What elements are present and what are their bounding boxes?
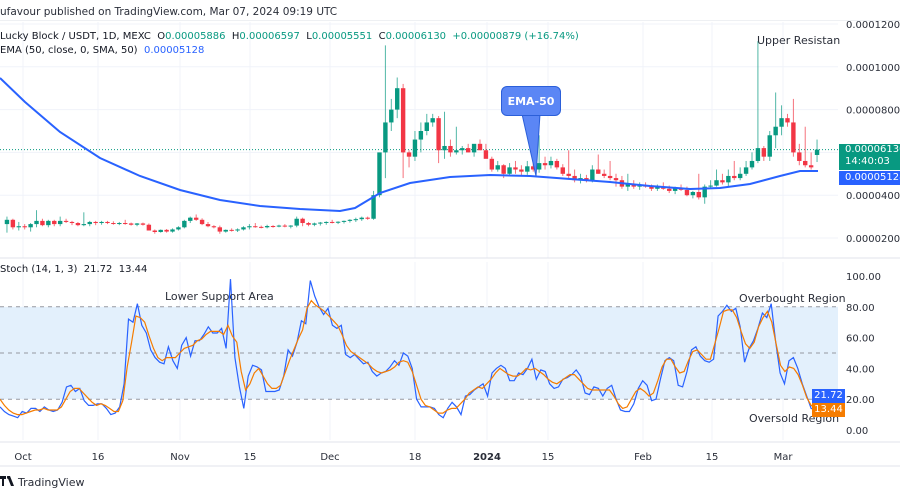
open-label: O [157,31,166,42]
stoch-k-line [0,279,821,419]
ema-50-line [0,77,818,213]
svg-text:0.00: 0.00 [846,426,868,437]
divider [0,20,900,21]
svg-text:Oct: Oct [14,452,31,463]
ema-price-tag: 0.00005128 [839,171,900,185]
ema-value: 0.00005128 [143,45,205,56]
annotation-ema-callout: EMA-50 [501,86,561,116]
svg-text:15: 15 [542,452,555,463]
stoch-label: Stoch (14, 1, 3) [0,264,78,275]
svg-text:Nov: Nov [170,452,190,463]
ema-row: EMA (50, close, 0, SMA, 50) 0.00005128 [0,44,579,58]
symbol-legend: Lucky Block / USDT, 1D, MEXC O0.00005886… [0,30,579,58]
stoch-d-tag: 13.44 [812,403,845,417]
stoch-legend: Stoch (14, 1, 3) 21.72 13.44 [0,264,147,275]
svg-text:0.00002000: 0.00002000 [846,234,900,245]
candles [4,41,820,234]
svg-text:15: 15 [244,452,257,463]
svg-text:40.00: 40.00 [846,364,875,375]
stoch-d-value: 13.44 [118,264,148,275]
svg-text:60.00: 60.00 [846,334,875,345]
annotation-overbought: Overbought Region [739,292,846,305]
countdown: 14:40:03 [845,156,890,167]
svg-text:15: 15 [706,452,719,463]
svg-text:100.00: 100.00 [846,272,881,283]
svg-text:Feb: Feb [634,452,652,463]
tradingview-logo-icon [0,476,14,489]
close-label: C [378,31,386,42]
high-value: 0.00006597 [239,31,300,42]
change-value: +0.00000879 (+16.74%) [452,31,579,42]
svg-text:16: 16 [92,452,105,463]
svg-text:Mar: Mar [774,452,794,463]
last-price-tag: 0.00006130 14:40:03 [839,144,900,170]
svg-text:20.00: 20.00 [846,395,875,406]
footer-brand: TradingView [18,476,85,489]
ohlc-row: Lucky Block / USDT, 1D, MEXC O0.00005886… [0,30,579,44]
annotation-upper-resistance: Upper Resistan [757,34,841,47]
publisher-line: ufavour published on TradingView.com, Ma… [0,6,338,18]
svg-text:2024: 2024 [473,452,501,463]
symbol-name: Lucky Block / USDT, 1D, MEXC [0,31,151,42]
low-label: L [306,31,312,42]
annotation-lower-support: Lower Support Area [165,290,274,303]
close-value: 0.00006130 [385,31,447,42]
footer: TradingView [0,476,84,489]
stoch-k-tag: 21.72 [812,389,845,403]
ema-label: EMA (50, close, 0, SMA, 50) [0,45,138,56]
stoch-k-value: 21.72 [83,264,113,275]
high-label: H [231,31,240,42]
svg-text:18: 18 [409,452,422,463]
stoch-d-line [0,299,821,416]
svg-text:Dec: Dec [320,452,339,463]
low-value: 0.00005551 [311,31,373,42]
open-value: 0.00005886 [165,31,226,42]
svg-text:80.00: 80.00 [846,303,875,314]
last-price: 0.00006130 [845,144,900,155]
